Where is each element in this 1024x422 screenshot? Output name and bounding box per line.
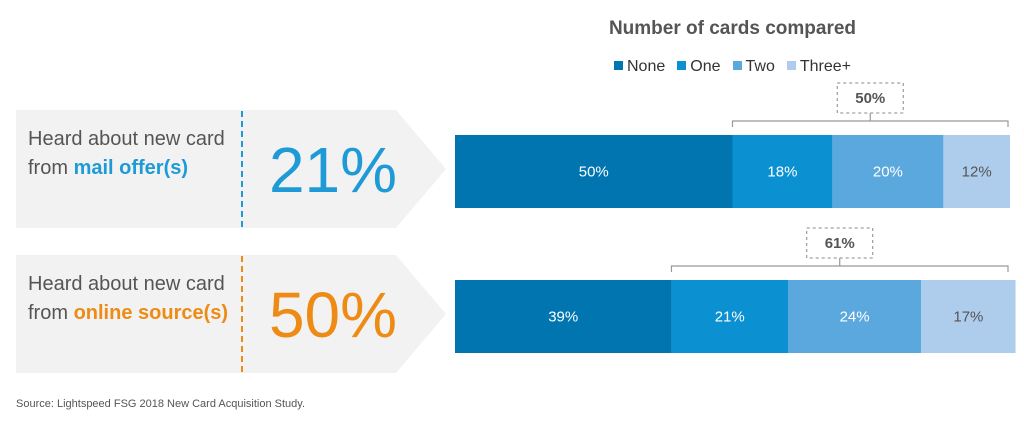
data-label: 17% xyxy=(953,309,983,326)
callout-label: 50% xyxy=(855,90,885,107)
legend-label: One xyxy=(690,58,721,75)
legend-label: None xyxy=(627,58,666,75)
legend-swatch xyxy=(614,61,623,70)
callout-box xyxy=(806,227,874,259)
bar-segment-one xyxy=(732,135,833,208)
row-label-highlight: online source(s) xyxy=(73,302,229,324)
row-percentage-mail: 21% xyxy=(268,134,398,206)
bar-segment-three xyxy=(943,135,1010,208)
row-percentage-online: 50% xyxy=(268,279,398,351)
source-note: Source: Lightspeed FSG 2018 New Card Acq… xyxy=(16,398,306,410)
legend-label: Three+ xyxy=(799,58,851,75)
row-label-online: Heard about new card from online source(… xyxy=(28,270,233,328)
row-label-text: Heard about new card from xyxy=(28,128,225,179)
bracket-line xyxy=(670,265,1009,272)
legend-item-none: None xyxy=(614,58,665,76)
bar-segment-three xyxy=(921,280,1016,353)
legend-label: Two xyxy=(745,58,775,75)
legend-item-three: Three+ xyxy=(786,58,851,76)
legend-swatch xyxy=(732,61,742,70)
row-panel-mail xyxy=(16,110,446,228)
bar-segment-two xyxy=(788,280,922,353)
data-label: 39% xyxy=(548,309,578,326)
bracket-line xyxy=(731,120,1009,127)
legend-swatch xyxy=(786,61,796,70)
legend-item-two: Two xyxy=(732,58,775,76)
bar-segment-two xyxy=(832,135,944,208)
row-label-text: Heard about new card from xyxy=(28,273,225,324)
callout-label: 61% xyxy=(825,235,855,252)
data-label: 20% xyxy=(873,164,903,181)
data-label: 18% xyxy=(767,164,797,181)
legend-title: Number of cards compared xyxy=(608,18,857,39)
bar-segment-none xyxy=(455,280,672,353)
legend: None One Two Three+ xyxy=(455,58,1010,76)
bar-segment-one xyxy=(671,280,788,353)
row-panel-online xyxy=(16,255,446,373)
bar-segment-none xyxy=(455,135,733,208)
data-label: 12% xyxy=(962,164,992,181)
legend-swatch xyxy=(677,61,687,70)
data-label: 24% xyxy=(840,309,870,326)
row-divider-online xyxy=(241,256,243,372)
data-label: 50% xyxy=(579,164,609,181)
row-divider-mail xyxy=(241,111,243,227)
data-label: 21% xyxy=(715,309,745,326)
callout-box xyxy=(836,82,904,114)
legend-item-one: One xyxy=(677,58,721,76)
row-label-highlight: mail offer(s) xyxy=(73,157,189,179)
row-label-mail: Heard about new card from mail offer(s) xyxy=(28,125,233,183)
